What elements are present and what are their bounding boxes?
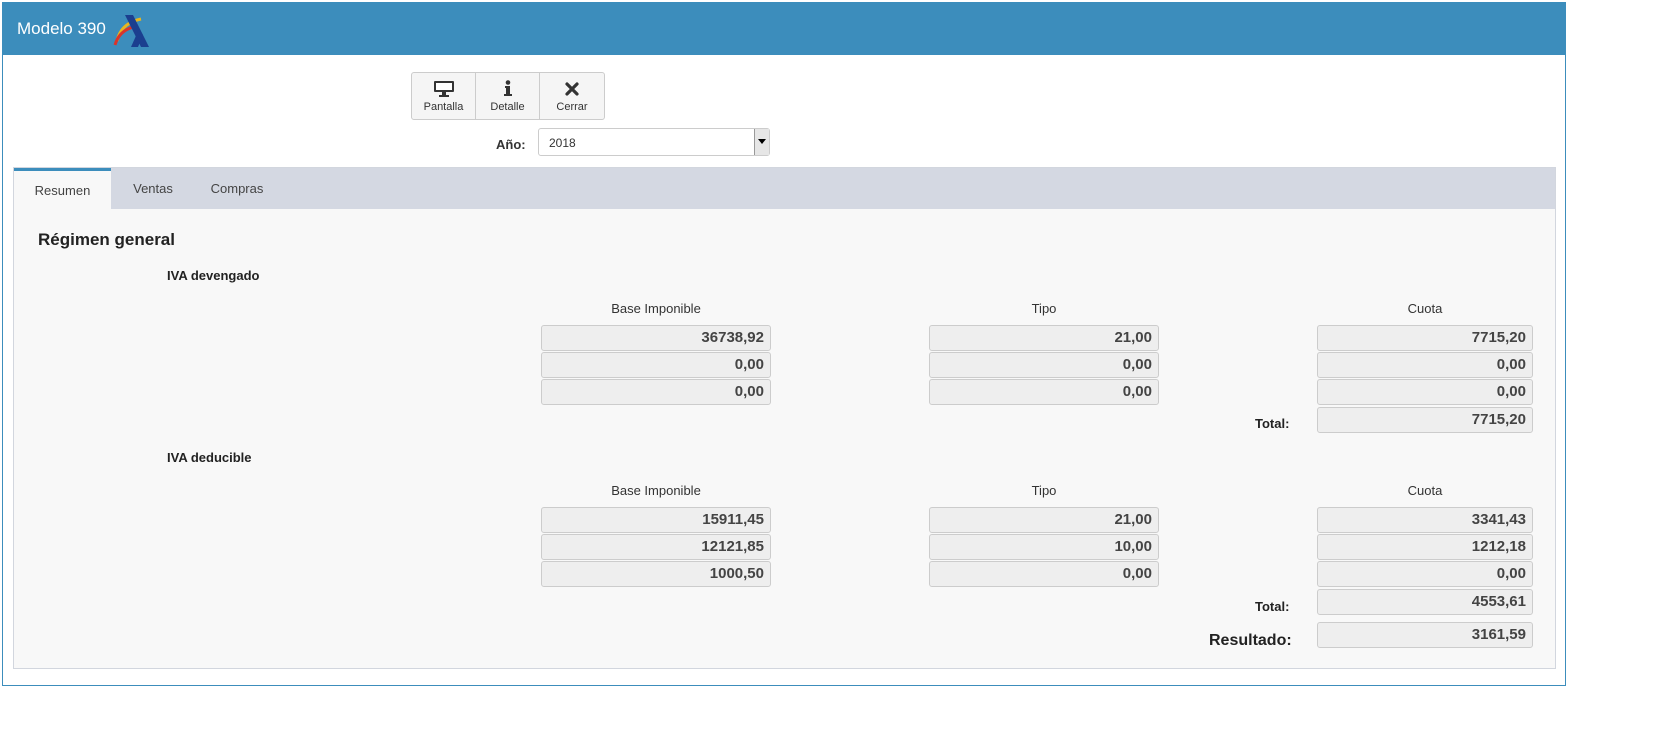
year-select[interactable]: 2018: [538, 128, 770, 156]
deducible-cuota-field: 1212,18: [1317, 534, 1533, 560]
tab-ventas-label: Ventas: [133, 181, 173, 196]
devengado-cuota-field: 7715,20: [1317, 325, 1533, 351]
info-icon: [503, 80, 513, 98]
toolbar: Pantalla Detalle Cerrar: [411, 72, 605, 120]
devengado-base-field: 0,00: [541, 379, 771, 405]
deducible-header-tipo: Tipo: [1031, 483, 1057, 498]
cerrar-label: Cerrar: [556, 100, 588, 113]
close-icon: [565, 80, 579, 98]
deducible-base-field: 15911,45: [541, 507, 771, 533]
devengado-base-field: 36738,92: [541, 325, 771, 351]
deducible-total-label: Total:: [1255, 599, 1290, 614]
devengado-cuota-field: 0,00: [1317, 379, 1533, 405]
title-bar: Modelo 390: [3, 3, 1565, 55]
app-title: Modelo 390: [17, 19, 106, 38]
tab-ventas[interactable]: Ventas: [111, 168, 195, 209]
deducible-title: IVA deducible: [167, 450, 252, 465]
tab-resumen[interactable]: Resumen: [14, 168, 111, 209]
deducible-tipo-field: 21,00: [929, 507, 1159, 533]
devengado-cuota-field: 0,00: [1317, 352, 1533, 378]
devengado-total-label: Total:: [1255, 416, 1290, 431]
devengado-header-tipo: Tipo: [1031, 301, 1057, 316]
deducible-tipo-field: 10,00: [929, 534, 1159, 560]
detalle-label: Detalle: [490, 100, 525, 113]
deducible-cuota-field: 0,00: [1317, 561, 1533, 587]
pantalla-button[interactable]: Pantalla: [412, 73, 476, 119]
chevron-down-icon[interactable]: [754, 129, 769, 155]
devengado-tipo-field: 0,00: [929, 379, 1159, 405]
devengado-header-cuota: Cuota: [1407, 301, 1443, 316]
tab-compras[interactable]: Compras: [195, 168, 279, 209]
pantalla-label: Pantalla: [423, 100, 464, 113]
cerrar-button[interactable]: Cerrar: [540, 73, 604, 119]
tab-compras-label: Compras: [210, 181, 264, 196]
tab-panel: Resumen Ventas Compras Régimen general I…: [13, 167, 1556, 669]
deducible-header-base: Base Imponible: [611, 483, 701, 498]
devengado-tipo-field: 21,00: [929, 325, 1159, 351]
section-title: Régimen general: [38, 230, 175, 249]
deducible-cuota-field: 3341,43: [1317, 507, 1533, 533]
year-label: Año:: [496, 137, 526, 152]
devengado-total-field: 7715,20: [1317, 407, 1533, 433]
devengado-header-base: Base Imponible: [611, 301, 701, 316]
app-window: Modelo 390 Pantalla Detalle Cerrar: [2, 2, 1566, 686]
deducible-base-field: 12121,85: [541, 534, 771, 560]
deducible-tipo-field: 0,00: [929, 561, 1159, 587]
devengado-base-field: 0,00: [541, 352, 771, 378]
detalle-button[interactable]: Detalle: [476, 73, 540, 119]
year-value: 2018: [549, 136, 576, 150]
deducible-base-field: 1000,50: [541, 561, 771, 587]
devengado-tipo-field: 0,00: [929, 352, 1159, 378]
tab-bar: Resumen Ventas Compras: [14, 168, 1555, 209]
aeat-logo-icon: [113, 15, 149, 47]
monitor-icon: [433, 80, 455, 98]
resultado-label: Resultado:: [1209, 632, 1292, 649]
devengado-title: IVA devengado: [167, 268, 260, 283]
deducible-total-field: 4553,61: [1317, 589, 1533, 615]
tab-resumen-label: Resumen: [34, 182, 91, 198]
deducible-header-cuota: Cuota: [1407, 483, 1443, 498]
resultado-field: 3161,59: [1317, 622, 1533, 648]
